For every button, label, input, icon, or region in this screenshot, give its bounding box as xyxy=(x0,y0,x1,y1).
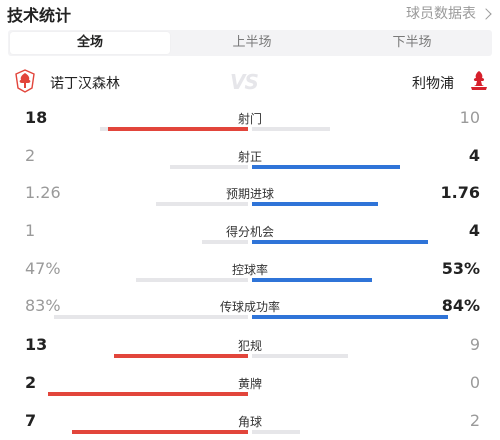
away-stat-value: 1.76 xyxy=(440,183,480,202)
home-stat-value: 1 xyxy=(25,221,36,240)
away-bar-track xyxy=(252,165,400,169)
away-bar-track xyxy=(252,278,372,282)
home-team-crest-icon xyxy=(15,69,35,93)
home-bar-fill xyxy=(48,392,248,396)
chevron-right-icon xyxy=(480,7,492,20)
stat-label: 控球率 xyxy=(231,263,268,277)
stat-row: 47% 控球率 53% xyxy=(0,260,500,290)
away-team-crest-icon xyxy=(471,71,487,90)
versus-mark: VS xyxy=(230,70,259,94)
home-stat-value: 83% xyxy=(25,296,61,315)
stat-label: 传球成功率 xyxy=(219,300,280,314)
stat-label: 犯规 xyxy=(237,339,262,353)
home-stat-value: 18 xyxy=(25,108,48,127)
away-stat-value: 0 xyxy=(469,373,480,392)
away-stat-value: 10 xyxy=(459,108,480,127)
home-bar-track xyxy=(136,278,248,282)
home-bar-fill xyxy=(108,127,248,131)
home-bar-fill xyxy=(114,354,248,358)
away-bar-fill xyxy=(252,315,448,319)
stat-label: 得分机会 xyxy=(225,225,274,239)
home-stat-value: 7 xyxy=(25,411,37,430)
away-bar-track xyxy=(252,354,348,358)
home-stat-value: 13 xyxy=(25,335,48,354)
tab-full-match[interactable]: 全场 xyxy=(10,32,170,54)
period-tabs: 全场 上半场 下半场 xyxy=(8,30,492,56)
home-stat-value: 1.26 xyxy=(25,183,61,202)
tab-first-half[interactable]: 上半场 xyxy=(232,35,272,50)
player-stats-link-label: 球员数据表 xyxy=(406,6,476,22)
stat-label: 射正 xyxy=(237,150,262,164)
home-bar-track xyxy=(170,165,248,169)
home-stat-value: 2 xyxy=(25,373,37,392)
away-stat-value: 84% xyxy=(441,296,480,315)
stat-row: 83% 传球成功率 84% xyxy=(0,297,500,327)
away-bar-track xyxy=(252,240,428,244)
away-stat-value: 9 xyxy=(469,335,480,354)
stat-label: 射门 xyxy=(237,112,262,126)
away-bar-track xyxy=(252,202,378,206)
stat-row: 7 角球 2 xyxy=(0,412,500,440)
home-bar-track xyxy=(114,354,248,358)
away-stat-value: 4 xyxy=(468,146,480,165)
section-title: 技术统计 xyxy=(7,6,72,25)
home-bar-track xyxy=(54,315,248,319)
stat-label: 角球 xyxy=(237,415,262,429)
stat-row: 18 射门 10 xyxy=(0,109,500,139)
away-bar-fill xyxy=(252,240,428,244)
home-bar-track xyxy=(100,127,248,131)
stat-row: 1 得分机会 4 xyxy=(0,222,500,252)
stat-label: 预期进球 xyxy=(225,187,274,201)
home-bar-track xyxy=(48,392,248,396)
away-bar-fill xyxy=(252,165,400,169)
stat-row: 13 犯规 9 xyxy=(0,336,500,366)
away-bar-track xyxy=(252,127,330,131)
away-bar-track xyxy=(252,315,448,319)
stat-row: 2 射正 4 xyxy=(0,147,500,177)
stat-row: 2 黄牌 0 xyxy=(0,374,500,404)
away-stat-value: 4 xyxy=(468,221,480,240)
away-team-name: 利物浦 xyxy=(412,76,454,92)
stat-label: 黄牌 xyxy=(237,377,262,391)
home-bar-track xyxy=(202,240,248,244)
player-stats-link[interactable]: 球员数据表 xyxy=(406,3,492,23)
away-bar-fill xyxy=(252,278,372,282)
home-bar-track xyxy=(156,202,248,206)
home-bar-fill xyxy=(72,430,248,434)
home-team-name: 诺丁汉森林 xyxy=(50,76,120,92)
teams-row: 诺丁汉森林 VS 利物浦 xyxy=(0,64,500,98)
home-bar-track xyxy=(72,430,248,434)
away-stat-value: 2 xyxy=(469,411,480,430)
stat-row: 1.26 预期进球 1.76 xyxy=(0,184,500,214)
away-stat-value: 53% xyxy=(441,259,480,278)
home-stat-value: 47% xyxy=(25,259,61,278)
tab-second-half[interactable]: 下半场 xyxy=(392,35,432,50)
stats-header: 技术统计 球员数据表 xyxy=(0,0,500,26)
home-stat-value: 2 xyxy=(25,146,36,165)
away-bar-fill xyxy=(252,202,378,206)
away-bar-track xyxy=(252,430,300,434)
